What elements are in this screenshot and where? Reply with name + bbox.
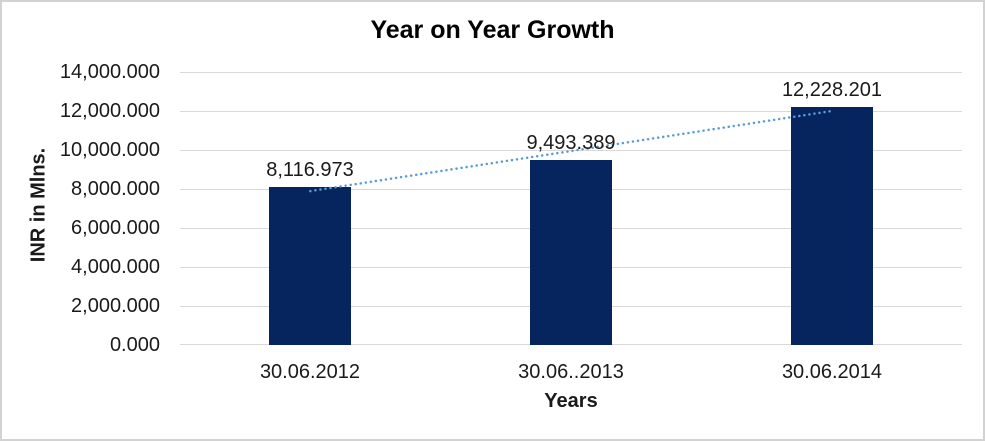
bar-data-label: 12,228.201 [781,79,883,101]
y-tick-label: 0.000 [109,334,160,356]
y-tick-label: 8,000.000 [71,178,160,200]
y-tick-label: 10,000.000 [59,139,160,161]
x-tick-label: 30.06.2012 [259,361,361,383]
x-axis-title: Years [544,390,598,412]
y-tick-label: 2,000.000 [71,295,160,317]
y-tick-label: 4,000.000 [71,256,160,278]
plot-area [180,72,962,345]
bar-data-label: 9,493.389 [526,132,616,154]
chart-title: Year on Year Growth [370,16,615,44]
gridline [180,72,962,73]
bar-data-label: 8,116.973 [266,159,354,181]
bar [791,107,873,345]
y-tick-label: 14,000.000 [59,61,160,83]
y-tick-label: 6,000.000 [71,217,160,239]
bar [269,187,351,345]
bar [530,160,612,345]
x-tick-label: 30.06..2013 [518,361,624,383]
y-tick-label: 12,000.000 [59,100,160,122]
y-axis-title: INR in Mlns. [27,147,50,263]
x-tick-label: 30.06.2014 [781,361,883,383]
